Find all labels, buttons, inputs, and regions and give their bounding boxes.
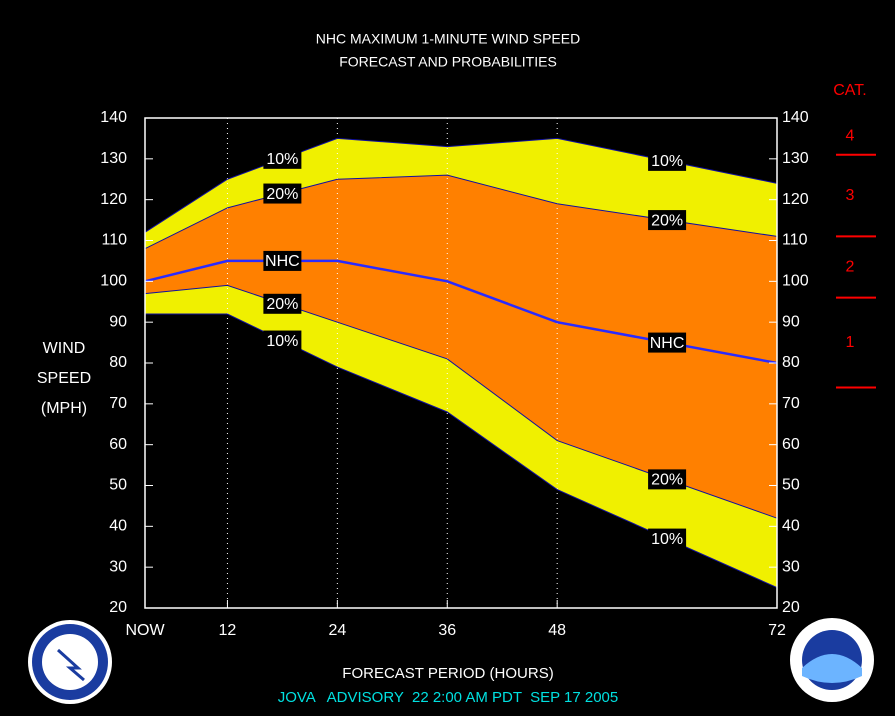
series-line xyxy=(144,174,778,250)
footer: JOVA ADVISORY 22 2:00 AM PDT SEP 17 2005 xyxy=(278,689,618,706)
x-tick-label: 12 xyxy=(219,622,237,639)
x-tick-label: 36 xyxy=(438,622,456,639)
y-axis-label: SPEED xyxy=(37,370,91,387)
nws-logo xyxy=(28,620,112,704)
y-tick-label: 50 xyxy=(109,477,127,494)
y-tick-label: 140 xyxy=(782,109,809,126)
label-text: 10% xyxy=(651,153,683,170)
y-tick-label: 60 xyxy=(109,436,127,453)
logo-wave xyxy=(802,654,862,683)
label-text: 10% xyxy=(266,151,298,168)
series-label: NHC xyxy=(648,332,687,353)
series-label: 20% xyxy=(263,183,302,204)
y-tick-label: 40 xyxy=(782,518,800,535)
series-label: 10% xyxy=(263,330,302,351)
y-tick-label: 90 xyxy=(109,313,127,330)
label-text: 20% xyxy=(651,472,683,489)
y-tick-label: 100 xyxy=(782,273,809,290)
logo-bolt xyxy=(56,648,85,682)
label-text: 20% xyxy=(266,296,298,313)
series-label: 20% xyxy=(263,293,302,314)
series-label: NHC xyxy=(263,250,302,271)
y-tick-label: 90 xyxy=(782,313,800,330)
label-text: 20% xyxy=(266,186,298,203)
series-line xyxy=(144,284,778,519)
y-tick-label: 40 xyxy=(109,518,127,535)
series-line xyxy=(144,259,778,365)
label-text: 10% xyxy=(651,531,683,548)
label-box xyxy=(263,183,302,204)
y-tick-label: 130 xyxy=(782,150,809,167)
y-tick-label: 120 xyxy=(100,191,127,208)
series-label: 10% xyxy=(648,150,687,171)
y-tick-label: 20 xyxy=(782,599,800,616)
series-label: 20% xyxy=(648,469,687,490)
y-tick-label: 70 xyxy=(782,395,800,412)
y-tick-label: 140 xyxy=(100,109,127,126)
y-tick-label: 80 xyxy=(782,354,800,371)
label-box xyxy=(648,528,687,549)
y-tick-label: 130 xyxy=(100,150,127,167)
x-tick-label: 48 xyxy=(548,622,566,639)
x-tick-label: NOW xyxy=(125,622,165,639)
series-line xyxy=(145,313,778,589)
label-text: 20% xyxy=(651,212,683,229)
x-tick-label: 72 xyxy=(768,622,786,639)
y-tick-label: 110 xyxy=(782,232,808,249)
x-tick-label: 24 xyxy=(328,622,346,639)
label-box xyxy=(263,148,302,169)
label-box xyxy=(263,293,302,314)
label-text: NHC xyxy=(650,335,685,352)
category-label: 2 xyxy=(846,258,855,275)
y-tick-label: 70 xyxy=(109,395,127,412)
y-tick-label: 50 xyxy=(782,477,800,494)
series-label: 10% xyxy=(263,148,302,169)
label-text: 10% xyxy=(266,333,298,350)
label-box xyxy=(263,330,302,351)
chart-title: NHC MAXIMUM 1-MINUTE WIND SPEED xyxy=(316,31,580,47)
category-title: CAT. xyxy=(833,82,866,99)
label-box xyxy=(263,250,302,271)
category-label: 3 xyxy=(846,187,855,204)
y-tick-label: 60 xyxy=(782,436,800,453)
y-tick-label: 120 xyxy=(782,191,809,208)
label-box xyxy=(648,469,687,490)
series-label: 10% xyxy=(648,528,687,549)
label-box xyxy=(648,150,687,171)
chart-title: FORECAST AND PROBABILITIES xyxy=(339,54,557,70)
y-tick-label: 110 xyxy=(101,232,127,249)
category-label: 1 xyxy=(846,334,855,351)
noaa-logo xyxy=(790,618,874,702)
label-text: NHC xyxy=(265,253,300,270)
series-label: 20% xyxy=(648,210,687,231)
y-tick-label: 30 xyxy=(109,558,127,575)
category-label: 4 xyxy=(846,128,855,145)
series-line xyxy=(144,137,778,233)
y-axis-label: (MPH) xyxy=(41,400,87,417)
y-axis-label: WIND xyxy=(43,340,86,357)
label-box xyxy=(648,210,687,231)
x-axis-label: FORECAST PERIOD (HOURS) xyxy=(342,665,553,682)
label-box xyxy=(648,332,687,353)
y-tick-label: 80 xyxy=(109,354,127,371)
y-tick-label: 100 xyxy=(100,273,127,290)
y-tick-label: 30 xyxy=(782,558,800,575)
y-tick-label: 20 xyxy=(109,599,127,616)
